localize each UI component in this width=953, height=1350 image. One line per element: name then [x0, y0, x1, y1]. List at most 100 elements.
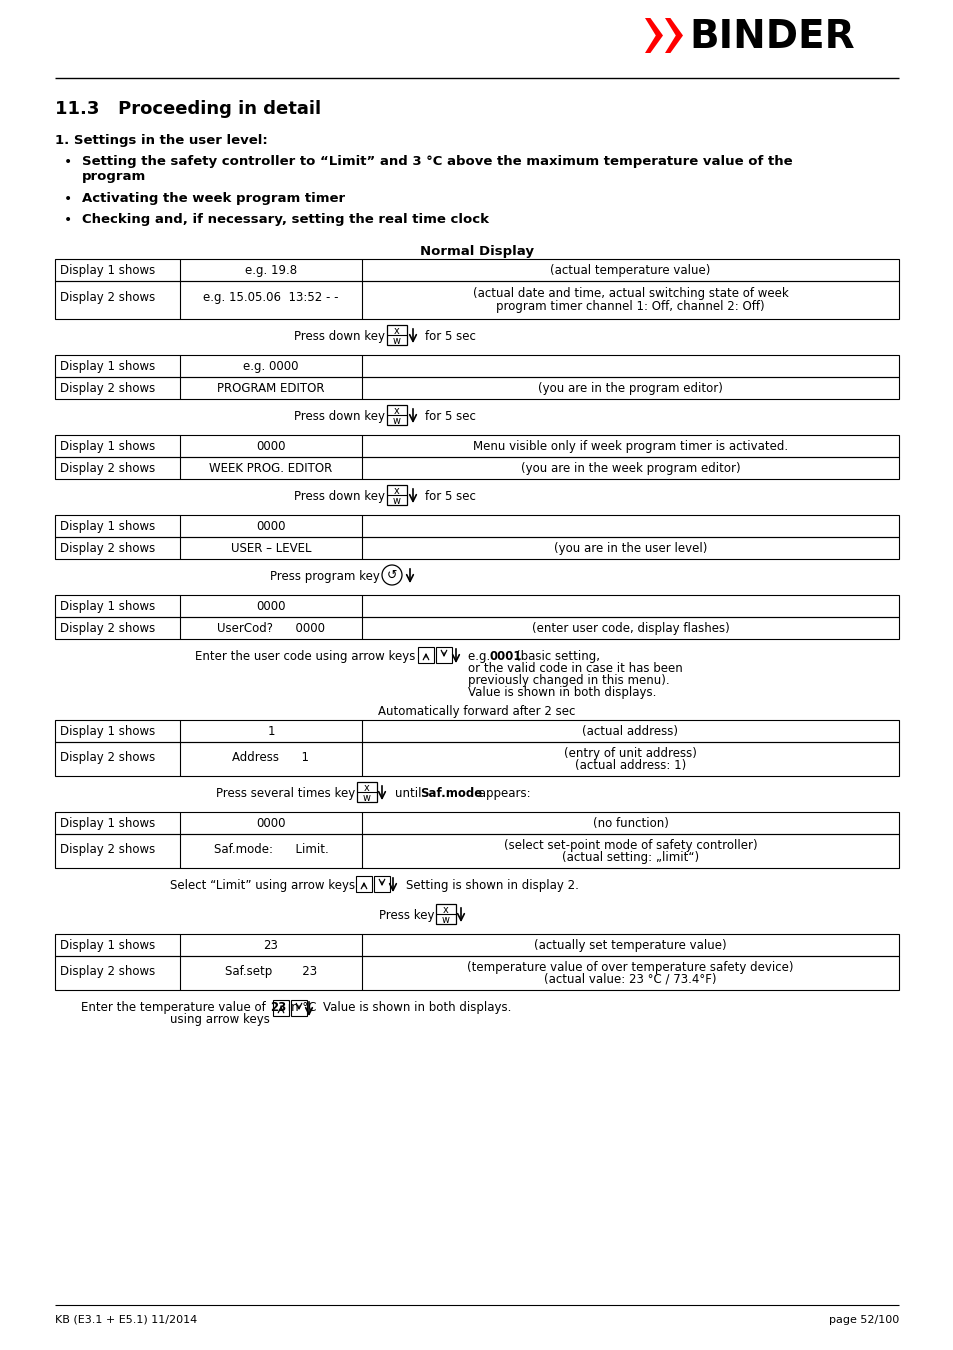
Text: (actual setting: „limit“): (actual setting: „limit“): [561, 850, 699, 864]
Text: Normal Display: Normal Display: [419, 244, 534, 258]
Text: Enter the user code using arrow keys: Enter the user code using arrow keys: [194, 649, 415, 663]
Text: (actual address: 1): (actual address: 1): [575, 759, 685, 772]
Polygon shape: [664, 18, 682, 53]
Text: •: •: [64, 213, 72, 227]
Bar: [355, 876, 372, 892]
Text: Press down key: Press down key: [294, 490, 385, 504]
Bar: [55, 355, 898, 377]
Text: e.g. 19.8: e.g. 19.8: [245, 265, 296, 277]
Text: Display 1 shows: Display 1 shows: [60, 265, 155, 277]
Text: Checking and, if necessary, setting the real time clock: Checking and, if necessary, setting the …: [82, 213, 489, 225]
Text: Display 2 shows: Display 2 shows: [60, 462, 155, 475]
Text: (actual value: 23 °C / 73.4°F): (actual value: 23 °C / 73.4°F): [543, 973, 716, 985]
Text: until: until: [395, 787, 425, 801]
Text: for 5 sec: for 5 sec: [424, 490, 476, 504]
Text: WEEK PROG. EDITOR: WEEK PROG. EDITOR: [209, 462, 333, 475]
Bar: [55, 617, 898, 639]
Text: Value is shown in both displays.: Value is shown in both displays.: [323, 1000, 511, 1014]
Bar: [55, 458, 898, 479]
Bar: [55, 537, 898, 559]
Bar: [55, 720, 898, 743]
Bar: [55, 435, 898, 458]
Text: Display 1 shows: Display 1 shows: [60, 725, 155, 738]
Text: Display 1 shows: Display 1 shows: [60, 599, 155, 613]
Bar: [55, 934, 898, 956]
Text: or the valid code in case it has been: or the valid code in case it has been: [468, 662, 682, 675]
Text: program timer channel 1: Off, channel 2: Off): program timer channel 1: Off, channel 2:…: [496, 300, 764, 313]
Text: Display 1 shows: Display 1 shows: [60, 520, 155, 533]
Text: (no function): (no function): [592, 817, 668, 830]
Bar: [55, 743, 898, 776]
Text: e.g. 0000: e.g. 0000: [243, 360, 298, 373]
Text: (temperature value of over temperature safety device): (temperature value of over temperature s…: [467, 961, 793, 973]
Text: Saf.mode: Saf.mode: [419, 787, 482, 801]
Text: w: w: [393, 495, 400, 506]
Bar: [387, 325, 407, 346]
Text: x: x: [394, 486, 399, 495]
Text: Press several times key: Press several times key: [215, 787, 355, 801]
Text: BINDER: BINDER: [688, 18, 854, 55]
Text: 0000: 0000: [256, 599, 286, 613]
Text: Press key: Press key: [379, 909, 435, 922]
Text: Address      1: Address 1: [233, 751, 309, 764]
Bar: [273, 1000, 289, 1017]
Text: Press down key: Press down key: [294, 410, 385, 423]
Bar: [374, 876, 390, 892]
Text: Display 1 shows: Display 1 shows: [60, 360, 155, 373]
Text: Display 2 shows: Display 2 shows: [60, 965, 155, 977]
Text: previously changed in this menu).: previously changed in this menu).: [468, 674, 669, 687]
Text: appears:: appears:: [475, 787, 530, 801]
Text: 1. Settings in the user level:: 1. Settings in the user level:: [55, 134, 268, 147]
Bar: [387, 485, 407, 505]
Bar: [387, 405, 407, 425]
Text: Saf.mode:      Limit.: Saf.mode: Limit.: [213, 842, 328, 856]
Text: ↺: ↺: [386, 568, 396, 582]
Text: 0000: 0000: [256, 440, 286, 454]
Text: Value is shown in both displays.: Value is shown in both displays.: [468, 686, 656, 699]
Text: Display 1 shows: Display 1 shows: [60, 440, 155, 454]
Text: Display 2 shows: Display 2 shows: [60, 292, 155, 304]
Text: •: •: [64, 192, 72, 207]
Bar: [55, 377, 898, 400]
Text: 11.3   Proceeding in detail: 11.3 Proceeding in detail: [55, 100, 321, 117]
Text: UserCod?      0000: UserCod? 0000: [216, 622, 325, 634]
Bar: [291, 1000, 307, 1017]
Bar: [55, 811, 898, 834]
Text: (basic setting,: (basic setting,: [516, 649, 599, 663]
Text: Display 2 shows: Display 2 shows: [60, 622, 155, 634]
Text: Select “Limit” using arrow keys: Select “Limit” using arrow keys: [170, 879, 355, 892]
Text: w: w: [393, 416, 400, 427]
Text: x: x: [442, 904, 449, 915]
Text: w: w: [363, 792, 371, 803]
Text: program: program: [82, 170, 146, 184]
Bar: [55, 956, 898, 990]
Text: Setting is shown in display 2.: Setting is shown in display 2.: [406, 879, 578, 892]
Text: (actual date and time, actual switching state of week: (actual date and time, actual switching …: [472, 288, 787, 300]
Text: USER – LEVEL: USER – LEVEL: [231, 541, 311, 555]
Text: Menu visible only if week program timer is activated.: Menu visible only if week program timer …: [473, 440, 787, 454]
Text: 0000: 0000: [256, 520, 286, 533]
Text: KB (E3.1 + E5.1) 11/2014: KB (E3.1 + E5.1) 11/2014: [55, 1315, 197, 1324]
Text: w: w: [441, 915, 450, 925]
Text: using arrow keys: using arrow keys: [170, 1012, 270, 1026]
Text: (actual address): (actual address): [582, 725, 678, 738]
Text: Enter the temperature value of: Enter the temperature value of: [81, 1000, 270, 1014]
Text: Activating the week program timer: Activating the week program timer: [82, 192, 345, 205]
Text: Display 2 shows: Display 2 shows: [60, 541, 155, 555]
Text: in °C: in °C: [284, 1000, 316, 1014]
Text: Display 2 shows: Display 2 shows: [60, 382, 155, 396]
Text: (entry of unit address): (entry of unit address): [563, 747, 697, 760]
Text: x: x: [394, 406, 399, 416]
Text: Display 1 shows: Display 1 shows: [60, 940, 155, 952]
Text: x: x: [364, 783, 370, 792]
Text: Display 2 shows: Display 2 shows: [60, 751, 155, 764]
Text: for 5 sec: for 5 sec: [424, 410, 476, 423]
Text: (select set-point mode of safety controller): (select set-point mode of safety control…: [503, 838, 757, 852]
Text: (you are in the program editor): (you are in the program editor): [537, 382, 722, 396]
Text: 1: 1: [267, 725, 274, 738]
Text: x: x: [394, 325, 399, 336]
Text: Display 2 shows: Display 2 shows: [60, 842, 155, 856]
Text: Display 1 shows: Display 1 shows: [60, 817, 155, 830]
Text: •: •: [64, 155, 72, 169]
Text: 23: 23: [270, 1000, 286, 1014]
